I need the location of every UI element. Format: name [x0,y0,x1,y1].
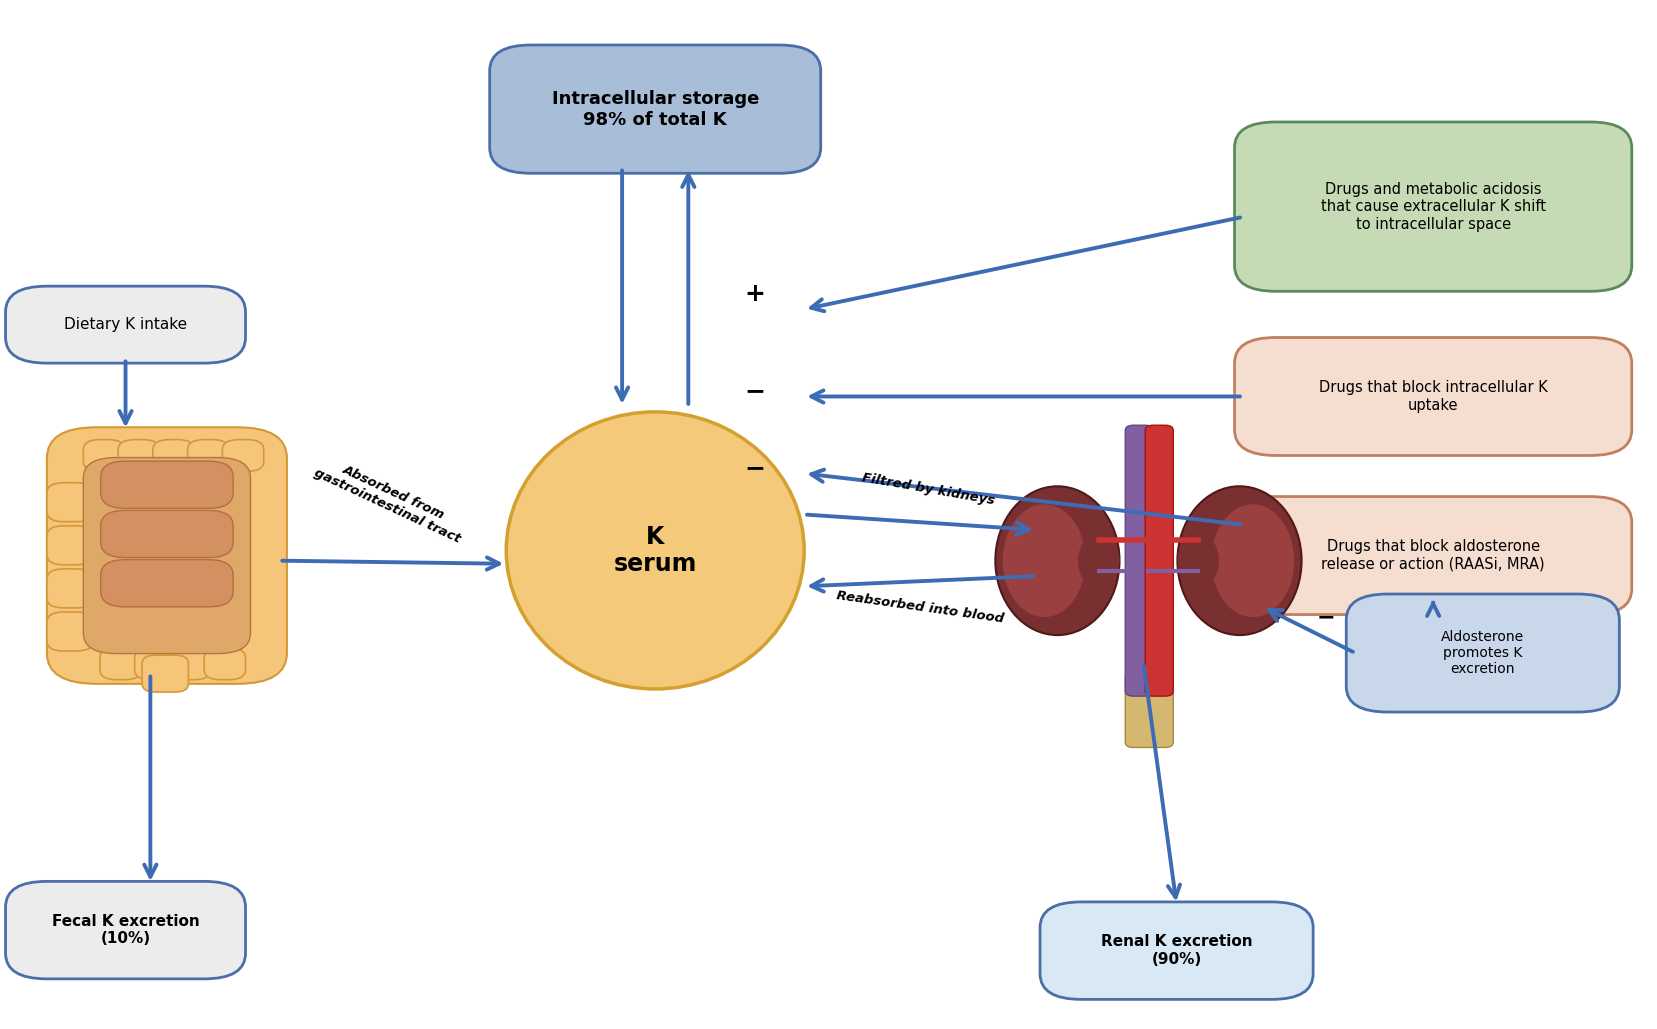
Text: Absorbed from
gastrointestinal tract: Absorbed from gastrointestinal tract [312,453,469,545]
Ellipse shape [1176,532,1218,589]
FancyBboxPatch shape [83,458,250,653]
Text: Drugs that block intracellular K
uptake: Drugs that block intracellular K uptake [1317,381,1546,413]
FancyBboxPatch shape [1345,594,1619,712]
Text: K
serum: K serum [613,525,696,576]
Ellipse shape [505,412,804,689]
FancyBboxPatch shape [118,439,159,471]
FancyBboxPatch shape [1145,425,1173,697]
Ellipse shape [1211,504,1294,617]
Text: Reabsorbed into blood: Reabsorbed into blood [835,589,1004,625]
Text: −: − [744,456,764,481]
FancyBboxPatch shape [46,483,93,522]
FancyBboxPatch shape [101,510,234,558]
FancyBboxPatch shape [489,45,820,173]
Ellipse shape [1002,504,1085,617]
Ellipse shape [1176,487,1301,635]
FancyBboxPatch shape [169,648,210,680]
FancyBboxPatch shape [99,648,141,680]
FancyBboxPatch shape [83,439,124,471]
FancyBboxPatch shape [5,882,245,979]
FancyBboxPatch shape [46,569,93,608]
FancyBboxPatch shape [1234,338,1630,456]
Ellipse shape [1077,532,1118,589]
Text: −: − [744,380,764,403]
Text: Dietary K intake: Dietary K intake [65,317,187,332]
Ellipse shape [994,487,1118,635]
FancyBboxPatch shape [46,526,93,565]
FancyBboxPatch shape [134,648,176,680]
FancyBboxPatch shape [187,439,229,471]
Text: Fecal K excretion
(10%): Fecal K excretion (10%) [51,914,199,947]
Text: Intracellular storage
98% of total K: Intracellular storage 98% of total K [552,90,759,129]
Text: Filtred by kidneys: Filtred by kidneys [860,470,996,507]
FancyBboxPatch shape [143,655,189,693]
FancyBboxPatch shape [152,439,194,471]
Text: −: − [1316,607,1334,627]
FancyBboxPatch shape [222,439,263,471]
FancyBboxPatch shape [101,461,234,508]
FancyBboxPatch shape [1125,425,1153,697]
FancyBboxPatch shape [1125,672,1173,747]
FancyBboxPatch shape [1234,122,1630,291]
FancyBboxPatch shape [101,560,234,607]
FancyBboxPatch shape [1234,497,1630,614]
FancyBboxPatch shape [204,648,245,680]
Text: Drugs that block aldosterone
release or action (RAASi, MRA): Drugs that block aldosterone release or … [1321,539,1544,572]
Text: +: + [744,282,764,306]
FancyBboxPatch shape [46,427,287,684]
FancyBboxPatch shape [46,612,93,651]
Text: Renal K excretion
(90%): Renal K excretion (90%) [1100,934,1251,967]
Text: Aldosterone
promotes K
excretion: Aldosterone promotes K excretion [1440,630,1523,676]
FancyBboxPatch shape [1039,901,1312,999]
FancyBboxPatch shape [5,286,245,363]
Text: Drugs and metabolic acidosis
that cause extracellular K shift
to intracellular s: Drugs and metabolic acidosis that cause … [1321,182,1544,232]
